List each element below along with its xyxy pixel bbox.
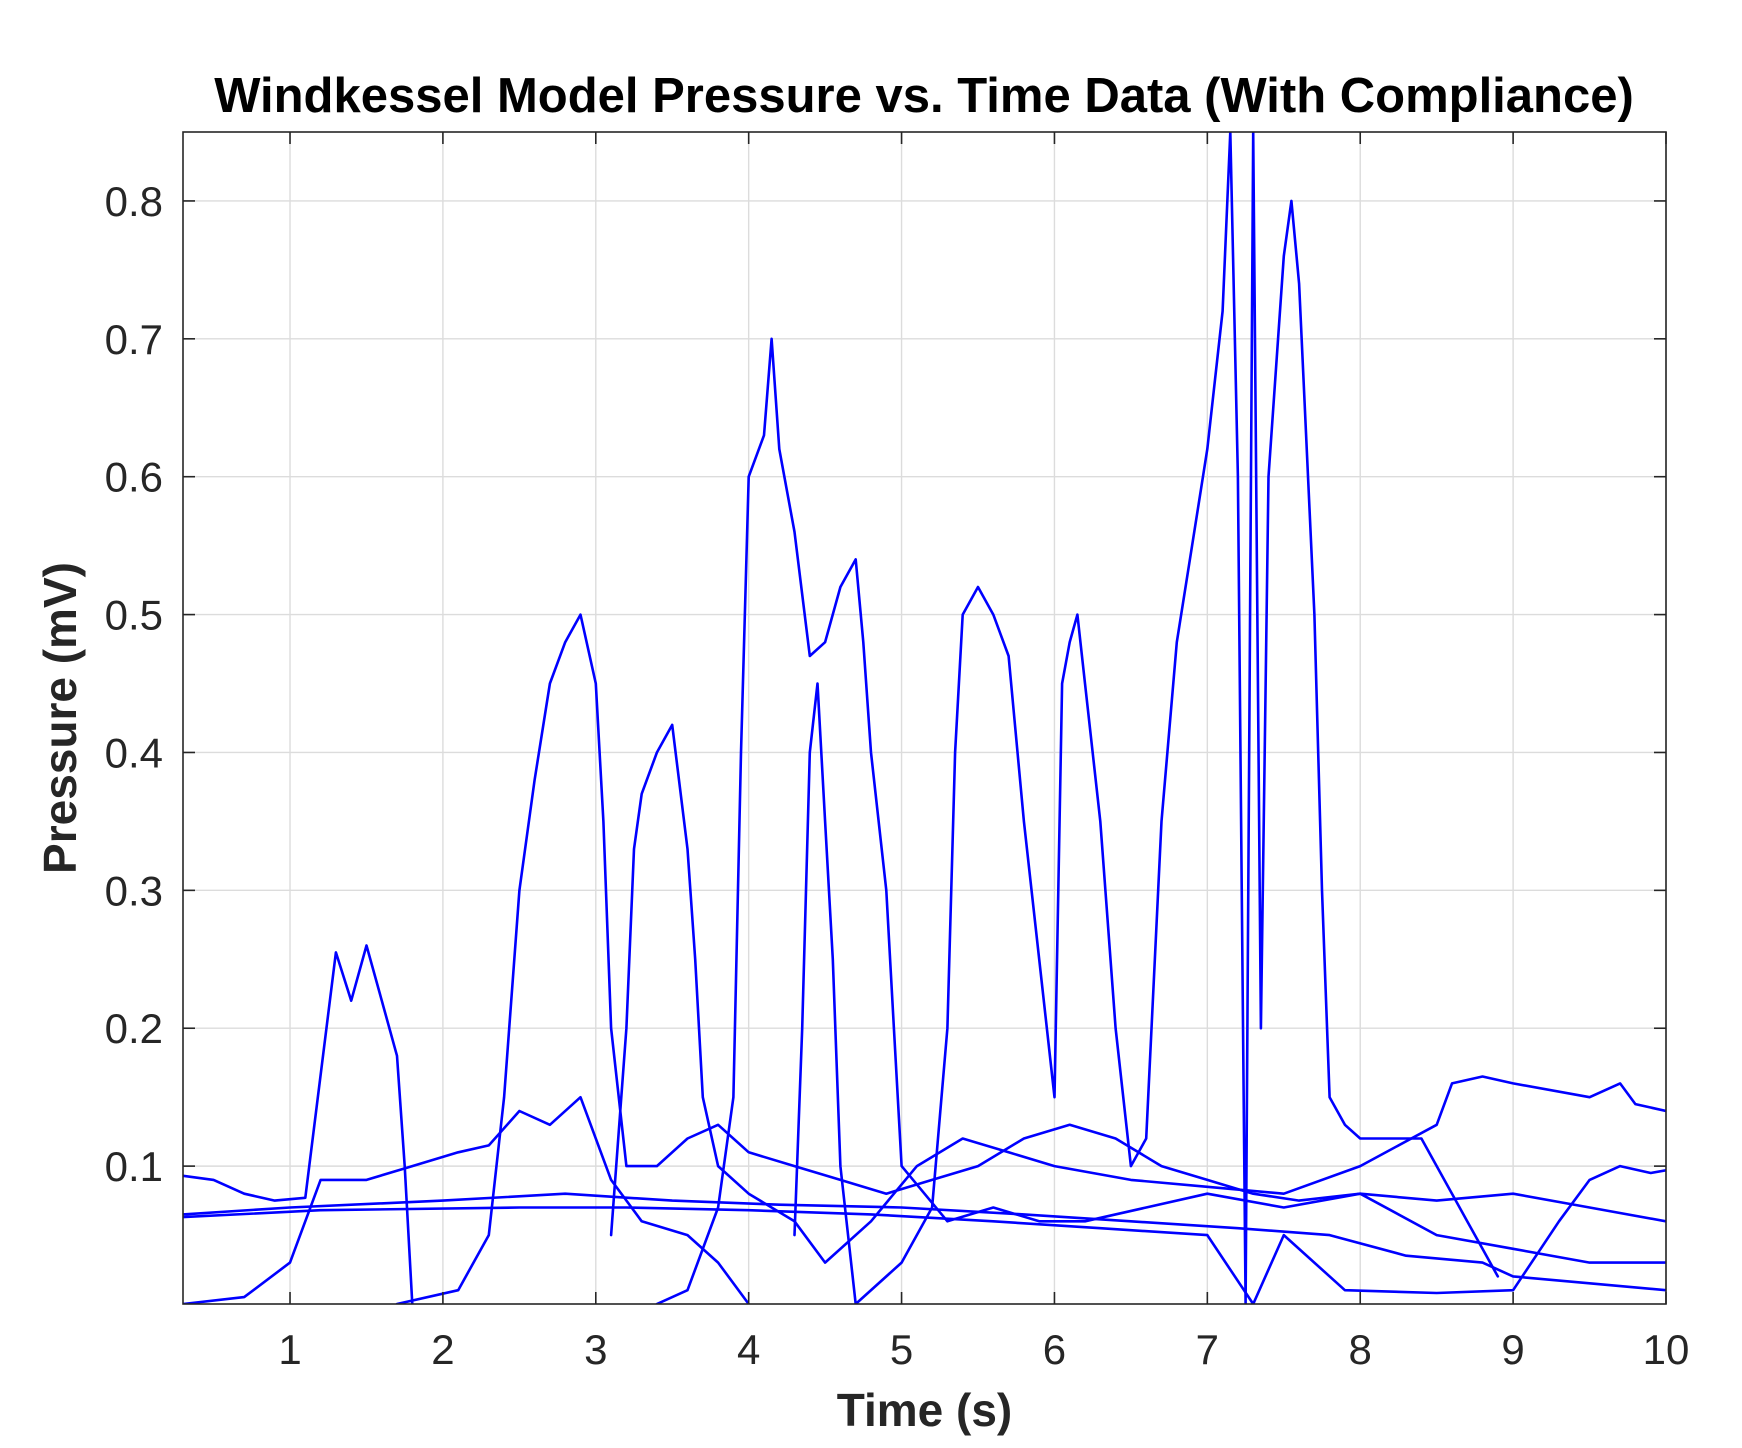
series-line-5 — [655, 337, 1666, 1304]
x-tick-label: 4 — [737, 1326, 760, 1373]
y-tick-label: 0.8 — [105, 178, 163, 225]
x-tick-label: 1 — [278, 1326, 301, 1373]
series-line-1 — [183, 944, 414, 1304]
x-tick-label: 9 — [1501, 1326, 1524, 1373]
series-line-4 — [609, 723, 1666, 1264]
series-line-6 — [793, 132, 1500, 1304]
x-axis-label: Time (s) — [837, 1384, 1013, 1436]
y-tick-label: 0.4 — [105, 729, 163, 776]
x-tick-label: 3 — [584, 1326, 607, 1373]
y-tick-label: 0.6 — [105, 454, 163, 501]
series-layer — [183, 132, 1666, 1304]
series-line-7 — [183, 1192, 1666, 1292]
x-tick-label: 5 — [890, 1326, 913, 1373]
x-tick-label: 7 — [1196, 1326, 1219, 1373]
series-line-8 — [183, 1164, 1666, 1304]
y-tick-label: 0.5 — [105, 592, 163, 639]
grid — [183, 132, 1667, 1304]
series-line-2 — [183, 1095, 750, 1304]
series-line-3 — [395, 613, 1666, 1304]
plot-frame — [182, 131, 1667, 1305]
y-tick-label: 0.2 — [105, 1005, 163, 1052]
y-axis-label: Pressure (mV) — [34, 562, 86, 874]
y-tick-label: 0.7 — [105, 316, 163, 363]
y-tick-label: 0.3 — [105, 867, 163, 914]
x-tick-label: 6 — [1043, 1326, 1066, 1373]
x-tick-label: 10 — [1643, 1326, 1690, 1373]
y-tick-label: 0.1 — [105, 1143, 163, 1190]
ticks: 1 2 3 4 5 6 7 8 9 10 0.1 0.2 0.3 0.4 0.5 0.6 0.7 0.8 — [105, 132, 1690, 1373]
chart-title: Windkessel Model Pressure vs. Time Data … — [214, 69, 1634, 123]
x-tick-label: 8 — [1349, 1326, 1372, 1373]
x-tick-label: 2 — [431, 1326, 454, 1373]
